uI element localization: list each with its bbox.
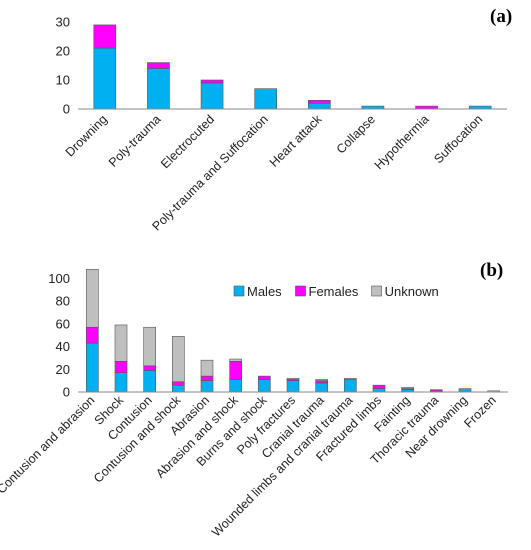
bar-segment	[286, 378, 300, 380]
bar-segment	[308, 102, 331, 110]
bar-segment	[93, 24, 117, 49]
x-category-label: Frozen	[461, 393, 498, 430]
y-tick-label: 30	[56, 15, 70, 30]
x-category-label: Contusion and abrasion	[0, 393, 97, 496]
y-tick-label: 0	[63, 385, 70, 400]
bar-segment	[258, 379, 271, 393]
y-tick-label: 20	[56, 44, 70, 59]
bar-segment	[143, 370, 156, 393]
panel-label: (b)	[480, 260, 503, 281]
bar-segment	[254, 88, 277, 110]
bar-segment	[258, 375, 271, 380]
bar-segment	[143, 326, 156, 367]
bar-segment	[315, 382, 328, 393]
bar-segment	[114, 361, 128, 373]
y-tick-label: 40	[56, 339, 70, 354]
bar-segment	[172, 336, 185, 383]
x-category-label: Hypothermia	[372, 112, 432, 172]
bar-segment	[200, 79, 224, 84]
bar-segment	[372, 388, 386, 393]
y-tick-label: 20	[56, 362, 70, 377]
bar-segment	[430, 389, 443, 392]
bar-segment	[143, 365, 156, 371]
bar-segment	[229, 358, 242, 362]
bar-segment	[344, 378, 357, 380]
x-category-label: Poly-trauma and Suffocation	[150, 112, 271, 233]
x-category-label: Poly-trauma	[106, 112, 164, 170]
legend: Males Females Unknown	[233, 284, 439, 299]
bar-segment	[200, 375, 214, 381]
bar-segment	[93, 47, 117, 110]
bar-segment	[114, 324, 128, 362]
legend-swatch	[233, 285, 245, 297]
bar-segment	[200, 380, 214, 393]
legend-swatch	[295, 285, 306, 297]
bar-segment	[315, 380, 328, 384]
bar-segment	[401, 387, 414, 389]
x-category-label: Heart attack	[267, 112, 325, 170]
bar-segment	[172, 381, 185, 386]
bar-segment	[86, 268, 99, 328]
y-tick-label: 100	[48, 271, 70, 286]
bar-segment	[286, 380, 300, 393]
x-category-label: Electrocuted	[158, 112, 217, 171]
bar-segment	[200, 82, 224, 110]
bar-segment	[229, 379, 242, 393]
x-category-label: Suffocation	[431, 112, 485, 166]
legend-entry: Females	[309, 284, 359, 299]
bar-segment	[114, 372, 128, 393]
legend-swatch	[371, 285, 382, 297]
bar-segment	[86, 326, 99, 344]
y-tick-label: 0	[63, 102, 70, 117]
legend-entry: Males	[247, 284, 282, 299]
y-tick-label: 60	[56, 316, 70, 331]
panel-label: (a)	[490, 6, 512, 27]
y-tick-label: 80	[56, 294, 70, 309]
bar-segment	[200, 359, 214, 377]
bar-segment	[147, 62, 170, 69]
bar-segment	[458, 388, 472, 391]
bar-segment	[147, 68, 170, 110]
y-tick-label: 10	[56, 73, 70, 88]
x-category-label: Collapse	[334, 112, 378, 156]
bar-segment	[308, 100, 331, 104]
legend-entry: Unknown	[385, 284, 439, 299]
bar-segment	[344, 379, 357, 393]
chart-panel-1: 0 10 20 30 DrowningPoly-traumaElectrocutedPo…	[56, 6, 513, 234]
x-category-label: Drowning	[63, 112, 110, 159]
bar-segment	[372, 384, 386, 389]
bar-segment	[229, 361, 242, 380]
bar-segment	[86, 342, 99, 393]
bar-segment	[315, 379, 328, 381]
bar-segment	[172, 384, 185, 393]
